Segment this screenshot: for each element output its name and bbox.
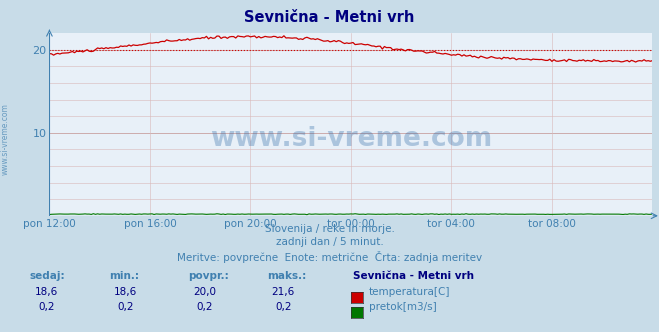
Text: Meritve: povprečne  Enote: metrične  Črta: zadnja meritev: Meritve: povprečne Enote: metrične Črta:… xyxy=(177,251,482,263)
Text: 21,6: 21,6 xyxy=(272,287,295,297)
Text: 0,2: 0,2 xyxy=(38,302,55,312)
Text: 18,6: 18,6 xyxy=(113,287,137,297)
Text: Slovenija / reke in morje.: Slovenija / reke in morje. xyxy=(264,224,395,234)
Text: 20,0: 20,0 xyxy=(193,287,215,297)
Text: maks.:: maks.: xyxy=(267,271,306,281)
Text: zadnji dan / 5 minut.: zadnji dan / 5 minut. xyxy=(275,237,384,247)
Text: 0,2: 0,2 xyxy=(117,302,134,312)
Text: 18,6: 18,6 xyxy=(34,287,58,297)
Text: pretok[m3/s]: pretok[m3/s] xyxy=(369,302,437,312)
Text: www.si-vreme.com: www.si-vreme.com xyxy=(210,126,492,152)
Text: povpr.:: povpr.: xyxy=(188,271,229,281)
Text: Sevnična - Metni vrh: Sevnična - Metni vrh xyxy=(353,271,474,281)
Text: 0,2: 0,2 xyxy=(275,302,292,312)
Text: 0,2: 0,2 xyxy=(196,302,213,312)
Text: www.si-vreme.com: www.si-vreme.com xyxy=(1,104,10,175)
Text: Sevnična - Metni vrh: Sevnična - Metni vrh xyxy=(244,10,415,25)
Text: min.:: min.: xyxy=(109,271,139,281)
Text: temperatura[C]: temperatura[C] xyxy=(369,287,451,297)
Text: sedaj:: sedaj: xyxy=(30,271,65,281)
